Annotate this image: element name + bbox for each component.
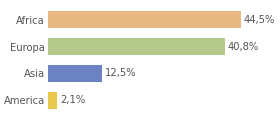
Text: 44,5%: 44,5% [244, 15, 276, 25]
Bar [48, 65, 102, 82]
Text: 12,5%: 12,5% [105, 68, 137, 78]
Bar [48, 11, 241, 28]
Bar [48, 92, 57, 109]
Bar [48, 38, 225, 55]
Text: 40,8%: 40,8% [228, 42, 259, 52]
Text: 2,1%: 2,1% [60, 95, 85, 105]
